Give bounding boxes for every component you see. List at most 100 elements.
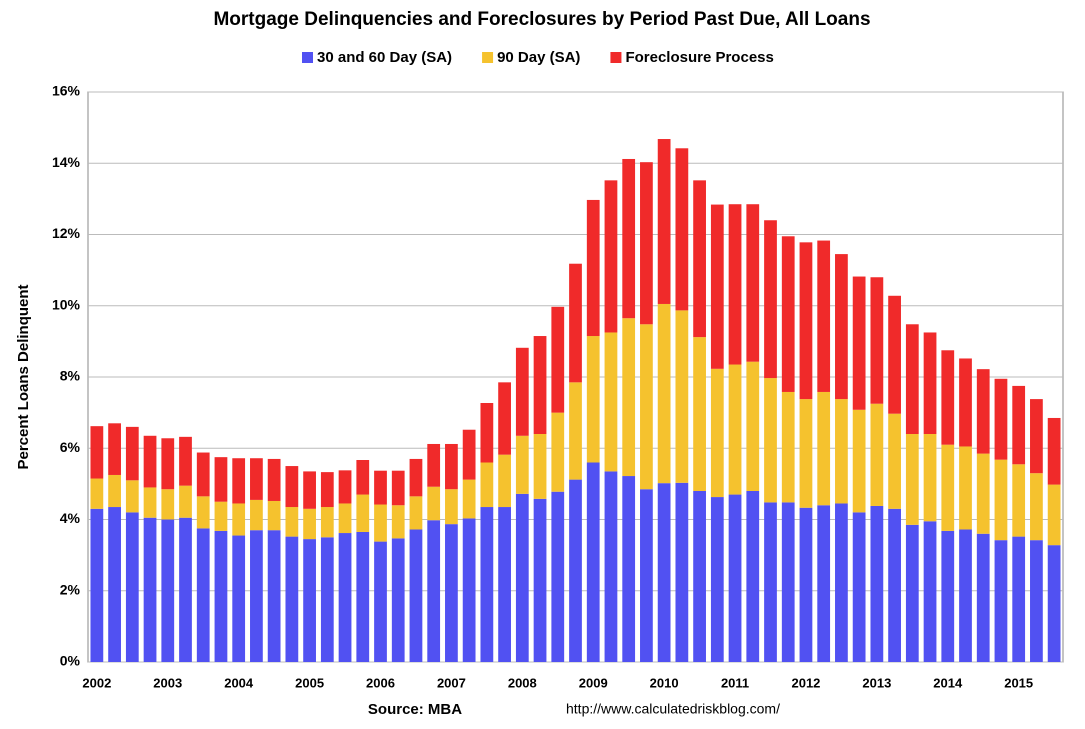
bar-segment: [356, 494, 370, 532]
bar-segment: [941, 350, 955, 445]
bar-segment: [108, 423, 121, 475]
bar-segment: [710, 204, 724, 369]
bar-segment: [409, 529, 423, 662]
y-tick-label: 12%: [52, 225, 81, 241]
bar-segment: [267, 458, 281, 501]
bar-segment: [533, 434, 547, 499]
bar-segment: [746, 361, 760, 491]
bar-segment: [675, 148, 689, 311]
bar-segment: [746, 491, 760, 662]
bar-segment: [445, 443, 458, 490]
bar-segment: [267, 530, 281, 662]
bar-segment: [427, 520, 441, 662]
bar-segment: [551, 491, 565, 662]
bar-segment: [232, 458, 246, 504]
bar-segment: [586, 199, 600, 337]
bar-segment: [179, 436, 192, 486]
bar-segment: [1030, 473, 1043, 541]
bar-segment: [338, 470, 352, 504]
bar-segment: [1047, 545, 1061, 662]
bar-segment: [675, 310, 689, 483]
bar-segment: [462, 518, 476, 662]
x-tick-label: 2009: [579, 675, 608, 690]
bar-segment: [196, 528, 210, 662]
bar-segment: [1012, 385, 1026, 465]
bar-segment: [604, 471, 618, 662]
bar-segment: [498, 507, 511, 662]
bar-segment: [161, 489, 175, 520]
bar-segment: [693, 180, 706, 338]
bar-segment: [374, 541, 387, 662]
bar-segment: [994, 540, 1008, 662]
bar-segment: [108, 474, 121, 508]
bar-segment: [976, 369, 990, 454]
bar-segment: [781, 236, 795, 392]
bar-segment: [214, 501, 228, 531]
bar-segment: [250, 530, 263, 662]
bar-segment: [356, 531, 370, 662]
bar-segment: [852, 512, 866, 662]
bar-segment: [622, 476, 636, 662]
bar-segment: [143, 487, 157, 518]
bar-segment: [108, 507, 121, 662]
bar-segment: [586, 336, 600, 463]
bar-segment: [515, 493, 529, 662]
bar-segment: [303, 539, 316, 662]
bar-segment: [303, 471, 316, 509]
x-tick-label: 2013: [862, 675, 891, 690]
bar-segment: [764, 502, 777, 662]
bar-segment: [285, 507, 299, 537]
bar-segment: [214, 530, 228, 662]
bar-segment: [338, 533, 352, 662]
bar-segment: [125, 426, 139, 481]
x-tick-label: 2010: [650, 675, 679, 690]
y-axis-label: Percent Loans Delinquent: [15, 284, 32, 469]
bar-segment: [994, 378, 1008, 460]
bar-segment: [710, 497, 724, 662]
bar-segment: [250, 458, 263, 500]
bar-segment: [586, 462, 600, 662]
chart-title: Mortgage Delinquencies and Foreclosures …: [213, 9, 870, 30]
bar-segment: [356, 460, 370, 495]
x-tick-label: 2008: [508, 675, 537, 690]
bar-segment: [622, 158, 636, 319]
bar-segment: [835, 399, 848, 504]
bar-segment: [90, 478, 104, 509]
bar-segment: [657, 303, 671, 484]
bar-segment: [710, 368, 724, 498]
bar-segment: [427, 486, 441, 521]
bar-segment: [622, 318, 636, 477]
bar-segment: [959, 529, 972, 662]
y-tick-label: 0%: [60, 653, 81, 669]
bar-segment: [515, 347, 529, 436]
bar-segment: [728, 204, 742, 365]
bar-segment: [976, 533, 990, 662]
bar-segment: [941, 530, 955, 662]
x-tick-label: 2003: [153, 675, 182, 690]
x-tick-label: 2007: [437, 675, 466, 690]
bar-segment: [569, 382, 582, 480]
bar-segment: [445, 489, 458, 525]
bar-segment: [551, 306, 565, 413]
bar-segment: [870, 505, 884, 662]
bar-segment: [480, 403, 494, 463]
bar-segment: [941, 444, 955, 531]
bar-segment: [817, 240, 831, 392]
bar-segment: [923, 434, 937, 522]
bar-segment: [1047, 417, 1061, 485]
bar-segment: [267, 500, 281, 531]
bar-segment: [391, 538, 405, 662]
bar-segment: [817, 505, 831, 662]
y-tick-label: 2%: [60, 581, 81, 597]
bar-segment: [640, 489, 653, 662]
bar-segment: [196, 496, 210, 529]
bar-segment: [888, 413, 901, 509]
bar-segment: [870, 403, 884, 506]
legend-label: 30 and 60 Day (SA): [317, 49, 452, 66]
bar-segment: [214, 457, 228, 502]
bar-segment: [374, 470, 387, 505]
bar-segment: [870, 277, 884, 404]
bar-segment: [923, 332, 937, 434]
x-tick-label: 2004: [224, 675, 254, 690]
